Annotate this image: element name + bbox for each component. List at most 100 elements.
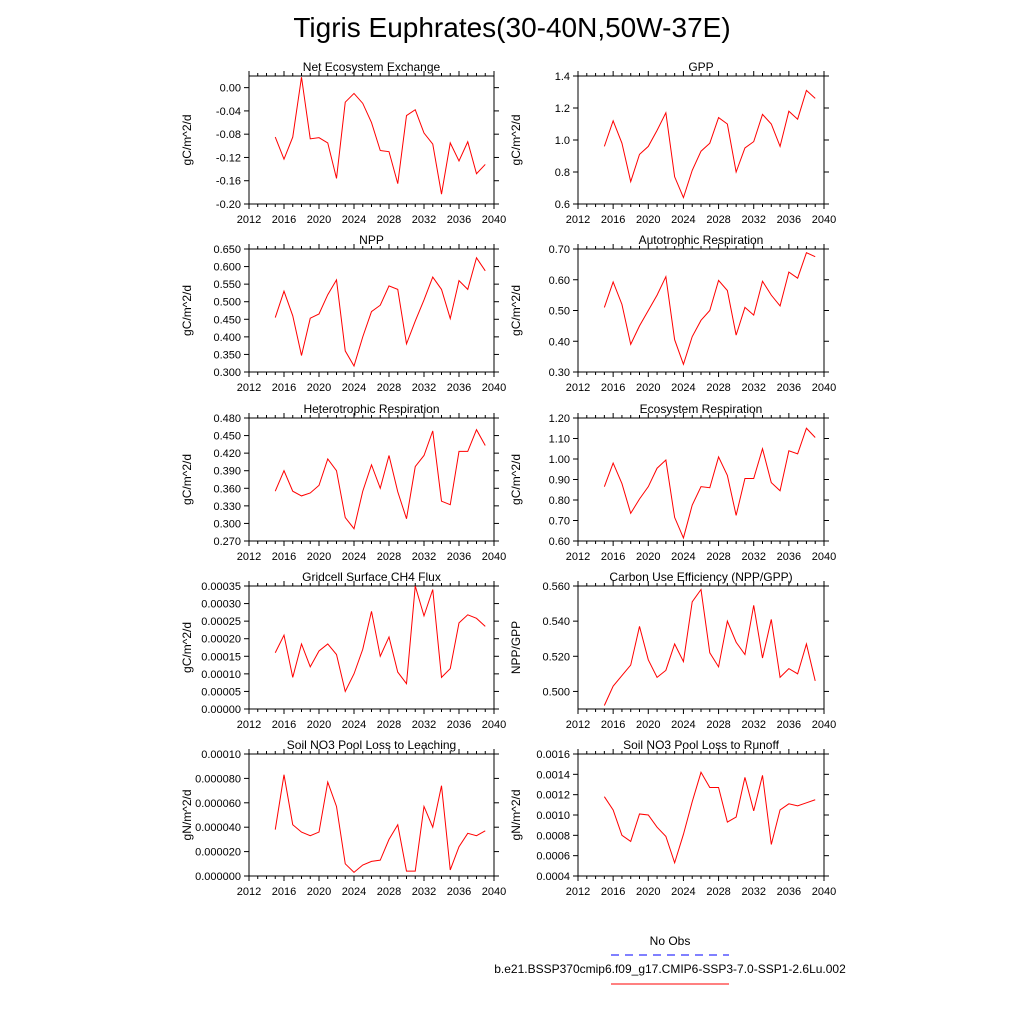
data-point	[485, 164, 486, 165]
data-point	[797, 673, 798, 674]
chart-title: GPP	[688, 60, 713, 74]
x-tick-label: 2040	[482, 551, 506, 563]
data-point	[727, 621, 728, 622]
y-tick-label: 0.450	[213, 431, 241, 443]
data-point	[467, 141, 468, 142]
data-point	[700, 151, 701, 152]
data-point	[709, 787, 710, 788]
data-point	[301, 831, 302, 832]
data-point	[797, 805, 798, 806]
data-point	[806, 428, 807, 429]
data-point	[301, 643, 302, 644]
data-point	[630, 664, 631, 665]
data-point	[275, 136, 276, 137]
data-point	[336, 654, 337, 655]
data-point	[362, 649, 363, 650]
y-tick-label: 0.00020	[201, 634, 241, 646]
data-point	[788, 271, 789, 272]
y-tick-label: 0.50	[549, 306, 570, 318]
x-tick-label: 2024	[342, 382, 366, 394]
data-point	[345, 517, 346, 518]
y-tick-label: 1.4	[555, 71, 570, 83]
data-point	[779, 490, 780, 491]
chart-title: Ecosystem Respiration	[640, 402, 763, 416]
chart-panel-4: Autotrophic Respiration gC/m^2/d 0.30 0.40 0…	[509, 233, 836, 394]
data-point	[476, 618, 477, 619]
x-tick-label: 2032	[741, 886, 765, 898]
data-point	[788, 803, 789, 804]
data-point	[397, 289, 398, 290]
data-point	[310, 138, 311, 139]
data-point	[718, 787, 719, 788]
data-point	[345, 350, 346, 351]
data-point	[380, 488, 381, 489]
data-point	[656, 468, 657, 469]
y-axis-label: gC/m^2/d	[180, 454, 194, 505]
data-point	[806, 252, 807, 253]
x-tick-label: 2036	[777, 886, 801, 898]
chart-panel-7: Gridcell Surface CH4 Flux gC/m^2/d 0.00000…	[180, 570, 506, 731]
x-tick-label: 2012	[566, 551, 590, 563]
data-point	[674, 862, 675, 863]
series-line	[603, 427, 816, 540]
data-point	[283, 470, 284, 471]
data-point	[648, 310, 649, 311]
x-tick-label: 2020	[307, 214, 331, 226]
data-point	[485, 270, 486, 271]
y-tick-label: 0.00	[220, 83, 241, 95]
data-point	[788, 668, 789, 669]
data-point	[336, 279, 337, 280]
data-point	[744, 307, 745, 308]
x-tick-label: 2012	[566, 719, 590, 731]
y-tick-label: 0.500	[213, 297, 241, 309]
chart-title: Soil NO3 Pool Loss to Runoff	[623, 738, 780, 752]
y-tick-label: 0.350	[213, 349, 241, 361]
y-tick-label: 0.70	[549, 516, 570, 528]
data-point	[327, 142, 328, 143]
data-point	[318, 831, 319, 832]
data-point	[432, 430, 433, 431]
x-tick-label: 2016	[272, 214, 296, 226]
data-point	[815, 437, 816, 438]
data-point	[727, 822, 728, 823]
data-point	[771, 295, 772, 296]
data-point	[275, 652, 276, 653]
data-point	[613, 120, 614, 121]
data-point	[709, 143, 710, 144]
data-point	[292, 677, 293, 678]
y-tick-label: 0.90	[549, 475, 570, 487]
plot-frame	[248, 585, 495, 710]
data-point	[797, 278, 798, 279]
x-tick-label: 2016	[601, 551, 625, 563]
data-point	[692, 170, 693, 171]
data-point	[397, 672, 398, 673]
data-point	[700, 486, 701, 487]
data-point	[275, 491, 276, 492]
x-tick-label: 2036	[777, 382, 801, 394]
x-tick-label: 2028	[377, 886, 401, 898]
y-tick-label: 1.20	[549, 413, 570, 425]
y-tick-label: 0.360	[213, 483, 241, 495]
data-point	[683, 197, 684, 198]
series-line	[274, 585, 486, 693]
chart-title: Carbon Use Efficiency (NPP/GPP)	[609, 570, 792, 584]
y-tick-label: 0.000040	[195, 822, 241, 834]
data-point	[275, 829, 276, 830]
x-tick-label: 2040	[482, 886, 506, 898]
data-point	[310, 318, 311, 319]
data-point	[406, 343, 407, 344]
data-point	[450, 668, 451, 669]
data-point	[301, 495, 302, 496]
y-tick-label: 0.330	[213, 501, 241, 513]
data-point	[362, 864, 363, 865]
x-tick-label: 2036	[447, 886, 471, 898]
data-point	[604, 486, 605, 487]
data-point	[621, 304, 622, 305]
y-tick-label: 1.2	[555, 103, 570, 115]
x-tick-label: 2024	[671, 214, 695, 226]
chart-panel-1: Net Ecosystem Exchange gC/m^2/d 0.00 -0.04 -…	[180, 60, 506, 226]
x-tick-label: 2020	[636, 214, 660, 226]
data-point	[406, 115, 407, 116]
legend: No Obs b.e21.BSSP370cmip6.f09_g17.CMIP6-S…	[494, 934, 846, 985]
chart-title: Gridcell Surface CH4 Flux	[302, 570, 441, 584]
